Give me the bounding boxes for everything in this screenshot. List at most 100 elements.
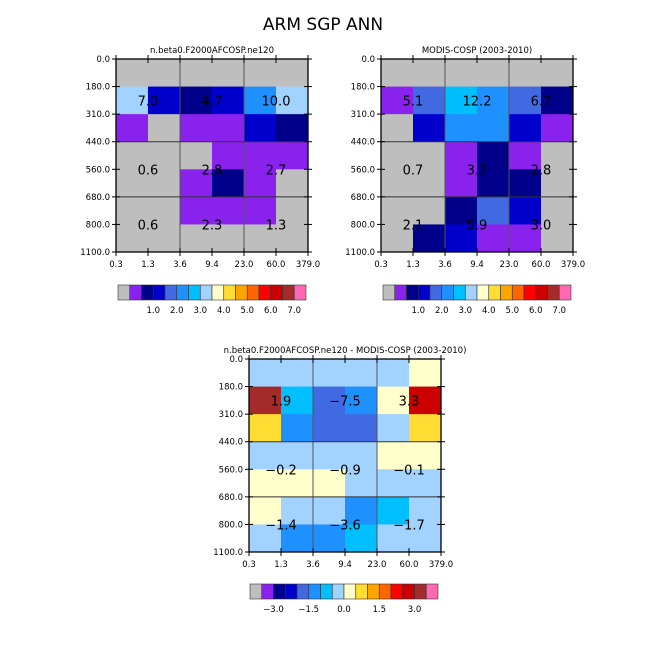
colorbar-label: 1.5 [372, 605, 386, 615]
cell-value-label: 2.7 [266, 163, 287, 178]
colorbar-swatch [246, 284, 260, 301]
cell-value-label: 2.1 [403, 218, 424, 233]
heatmap-cell [281, 524, 314, 553]
colorbar-swatch [258, 284, 272, 301]
figure-title: ARM SGP ANN [263, 15, 383, 35]
heatmap-cell [413, 59, 446, 88]
heatmap-cell [116, 141, 149, 170]
heatmap-cell [409, 414, 442, 443]
heatmap-cell [276, 114, 309, 143]
cell-value-label: 3.7 [467, 163, 488, 178]
y-tick-label: 800.0 [219, 520, 243, 530]
heatmap-cell [244, 224, 277, 253]
cell-value-label: −3.6 [329, 518, 361, 533]
heatmap-cell [281, 496, 314, 525]
colorbar-swatch [235, 284, 248, 301]
panel-2: MODIS-COSP (2003-2010) 0.0 180.0 310.0 440.0… [345, 46, 585, 316]
colorbar-swatch [390, 583, 404, 600]
y-tick-label: 310.0 [86, 110, 110, 120]
heatmap-cell [345, 524, 378, 553]
heatmap-cell [381, 196, 414, 225]
heatmap-cell [445, 169, 478, 198]
colorbar-swatch [402, 583, 415, 600]
colorbar-swatch [558, 284, 572, 301]
colorbar-swatch [378, 583, 392, 600]
x-tick-label: 60.0 [532, 260, 551, 270]
colorbar-swatch [441, 284, 454, 301]
x-tick-label: 379.0 [429, 560, 453, 570]
heatmap-cell [377, 469, 410, 498]
heatmap-cell [413, 169, 446, 198]
heatmap-cell [180, 224, 213, 253]
heatmap-cell [180, 169, 213, 198]
heatmap-cell [249, 386, 282, 415]
cell-value-label: 10.0 [262, 94, 291, 109]
colorbar-swatch [547, 284, 560, 301]
heatmap-cell [409, 496, 442, 525]
heatmap-cell [244, 114, 277, 143]
heatmap-cell [244, 169, 277, 198]
heatmap-cell [249, 524, 282, 553]
heatmap-cell [212, 196, 245, 225]
heatmap-cell [244, 59, 277, 88]
heatmap-cell [276, 59, 309, 88]
x-tick-label: 60.0 [400, 560, 419, 570]
x-tick-label: 9.4 [205, 260, 219, 270]
heatmap-cell [345, 386, 378, 415]
colorbar-swatch [331, 583, 345, 600]
heatmap-cell [244, 141, 277, 170]
heatmap-cell [148, 196, 181, 225]
heatmap-cell [409, 359, 442, 388]
colorbar-swatch [500, 284, 513, 301]
x-tick-label: 0.3 [374, 260, 388, 270]
cell-value-label: −1.7 [393, 518, 425, 533]
colorbar-swatch [394, 284, 407, 301]
colorbar-swatch [293, 284, 307, 301]
panel-1: n.beta0.F2000AFCOSP.ne120 0.0 180.0 310.0 44… [80, 46, 320, 316]
colorbar-label: 7.0 [552, 306, 566, 316]
colorbar-swatch [414, 583, 427, 600]
colorbar-swatch [417, 284, 431, 301]
cell-value-label: 4.7 [202, 94, 223, 109]
heatmap-cell [180, 86, 213, 115]
heatmap-cell [541, 224, 574, 253]
colorbar-swatch [523, 284, 537, 301]
y-tick-label: 0.0 [96, 55, 110, 65]
colorbar-swatch [282, 284, 295, 301]
heatmap-cell [276, 169, 309, 198]
heatmap-cell [409, 469, 442, 498]
x-tick-label: 1.3 [406, 260, 420, 270]
heatmap-cell [313, 524, 346, 553]
colorbar-swatch [535, 284, 548, 301]
heatmap-cell [345, 469, 378, 498]
heatmap-cell [509, 59, 542, 88]
colorbar-swatch [406, 284, 419, 301]
panel-title: n.beta0.F2000AFCOSP.ne120 - MODIS-COSP (… [224, 346, 467, 356]
heatmap-cell [249, 441, 282, 470]
y-tick-label: 180.0 [219, 383, 243, 393]
colorbar-swatch [511, 284, 525, 301]
heatmap-cell [445, 141, 478, 170]
heatmap-cell [477, 114, 510, 143]
colorbar-label: −1.5 [298, 605, 319, 615]
heatmap-cell [212, 59, 245, 88]
y-tick-label: 440.0 [219, 438, 243, 448]
heatmap-cell [377, 496, 410, 525]
heatmap-cell [281, 386, 314, 415]
heatmap-cell [381, 114, 414, 143]
colorbar-swatch [296, 583, 310, 600]
x-tick-label: 379.0 [296, 260, 320, 270]
panel-3: n.beta0.F2000AFCOSP.ne120 - MODIS-COSP (… [213, 346, 466, 615]
x-tick-label: 3.6 [173, 260, 187, 270]
heatmap-cell [276, 224, 309, 253]
heatmap-cell [313, 496, 346, 525]
x-tick-label: 23.0 [500, 260, 519, 270]
colorbar-swatch [117, 284, 131, 301]
heatmap-cell [276, 196, 309, 225]
y-tick-label: 1100.0 [345, 248, 375, 258]
y-tick-label: 680.0 [86, 193, 110, 203]
heatmap-cell [281, 359, 314, 388]
colorbar-swatch [453, 284, 466, 301]
heatmap-cell [445, 196, 478, 225]
colorbar-label: 4.0 [217, 306, 231, 316]
